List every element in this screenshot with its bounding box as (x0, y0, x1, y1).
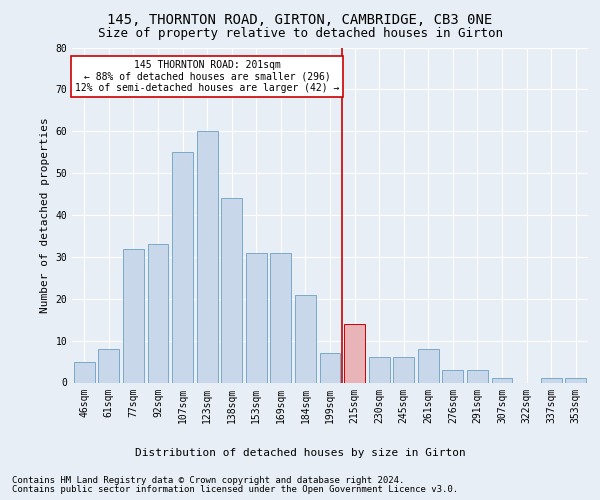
Bar (344, 324, 365, 382)
Bar (368, 358, 389, 382)
Bar (295, 294, 316, 382)
Bar (393, 358, 414, 382)
Bar (320, 353, 340, 382)
Bar (123, 248, 144, 382)
Bar (442, 370, 463, 382)
Bar (221, 198, 242, 382)
Bar (271, 252, 292, 382)
Bar (246, 252, 267, 382)
Text: Contains public sector information licensed under the Open Government Licence v3: Contains public sector information licen… (12, 485, 458, 494)
Bar (74, 362, 95, 382)
Text: 145 THORNTON ROAD: 201sqm
← 88% of detached houses are smaller (296)
12% of semi: 145 THORNTON ROAD: 201sqm ← 88% of detac… (75, 60, 340, 94)
Bar (197, 131, 218, 382)
Text: 145, THORNTON ROAD, GIRTON, CAMBRIDGE, CB3 0NE: 145, THORNTON ROAD, GIRTON, CAMBRIDGE, C… (107, 12, 493, 26)
Bar (148, 244, 169, 382)
Text: Distribution of detached houses by size in Girton: Distribution of detached houses by size … (134, 448, 466, 458)
Text: Size of property relative to detached houses in Girton: Size of property relative to detached ho… (97, 28, 503, 40)
Bar (491, 378, 512, 382)
Bar (467, 370, 488, 382)
Y-axis label: Number of detached properties: Number of detached properties (40, 117, 50, 313)
Bar (172, 152, 193, 382)
Text: Contains HM Land Registry data © Crown copyright and database right 2024.: Contains HM Land Registry data © Crown c… (12, 476, 404, 485)
Bar (541, 378, 562, 382)
Bar (565, 378, 586, 382)
Bar (418, 349, 439, 382)
Bar (98, 349, 119, 382)
